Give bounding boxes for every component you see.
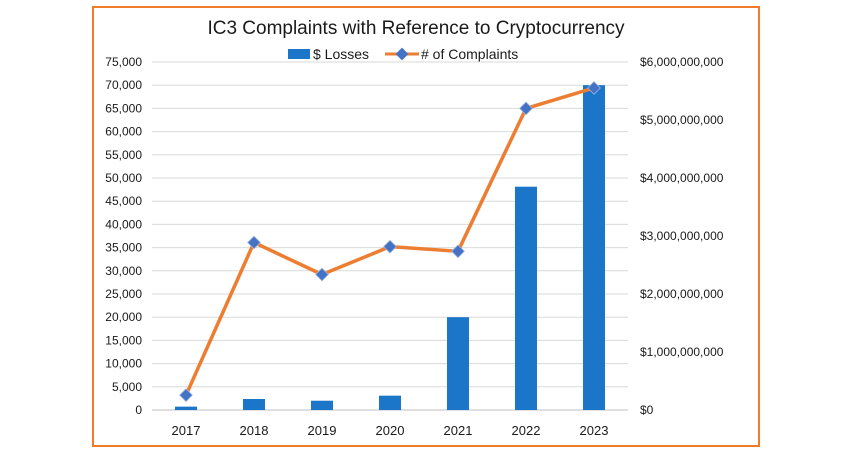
loss-bar (583, 85, 605, 410)
right-tick-label: $0 (640, 403, 654, 417)
left-tick-label: 50,000 (105, 171, 142, 185)
chart-frame (92, 6, 760, 447)
right-axis-ticks: $0 $1,000,000,000 $2,000,000,000 $3,000,000… (640, 55, 724, 417)
right-tick-label: $5,000,000,000 (640, 113, 724, 127)
left-tick-label: 70,000 (105, 78, 142, 92)
left-tick-label: 35,000 (105, 241, 142, 255)
left-tick-label: 40,000 (105, 217, 142, 231)
left-tick-label: 20,000 (105, 310, 142, 324)
left-axis-ticks: 0 5,000 10,000 15,000 20,000 25,000 30,000 35,0… (105, 55, 142, 417)
x-tick-label: 2019 (308, 423, 337, 438)
left-tick-label: 55,000 (105, 148, 142, 162)
x-tick-label: 2018 (240, 423, 269, 438)
x-tick-label: 2022 (512, 423, 541, 438)
complaints-point (383, 239, 397, 254)
left-tick-label: 30,000 (105, 264, 142, 278)
legend-losses-label: $ Losses (313, 46, 369, 62)
legend-complaints-label: # of Complaints (421, 46, 518, 62)
complaints-point (179, 388, 193, 403)
left-tick-label: 25,000 (105, 287, 142, 301)
left-tick-label: 65,000 (105, 101, 142, 115)
right-tick-label: $2,000,000,000 (640, 287, 724, 301)
left-tick-label: 10,000 (105, 357, 142, 371)
loss-bar (175, 406, 197, 410)
complaints-point (315, 267, 329, 282)
x-tick-label: 2020 (376, 423, 405, 438)
loss-bar (311, 400, 333, 410)
x-axis-ticks: 2017 2018 2019 2020 2021 2022 2023 (172, 423, 609, 438)
x-tick-label: 2023 (580, 423, 609, 438)
complaints-point (247, 235, 261, 250)
left-tick-label: 5,000 (112, 380, 142, 394)
right-tick-label: $1,000,000,000 (640, 345, 724, 359)
legend-line-marker (395, 47, 409, 61)
left-tick-label: 45,000 (105, 194, 142, 208)
left-tick-label: 60,000 (105, 125, 142, 139)
right-tick-label: $4,000,000,000 (640, 171, 724, 185)
complaints-point (451, 244, 465, 259)
gridlines (152, 61, 628, 411)
x-tick-label: 2021 (444, 423, 473, 438)
left-tick-label: 15,000 (105, 333, 142, 347)
complaints-point (519, 101, 533, 116)
loss-bars (175, 85, 605, 410)
loss-bar (243, 398, 265, 410)
legend-bar-swatch (288, 49, 310, 59)
complaints-point (587, 81, 601, 95)
loss-bar (515, 186, 537, 410)
left-tick-label: 75,000 (105, 55, 142, 69)
chart-title: IC3 Complaints with Reference to Cryptoc… (207, 18, 625, 39)
right-tick-label: $6,000,000,000 (640, 55, 724, 69)
complaints-line (179, 81, 601, 403)
loss-bar (447, 317, 469, 410)
legend: $ Losses # of Complaints (288, 46, 518, 62)
x-tick-label: 2017 (172, 423, 201, 438)
right-tick-label: $3,000,000,000 (640, 229, 724, 243)
loss-bar (379, 395, 401, 410)
left-tick-label: 0 (135, 403, 142, 417)
